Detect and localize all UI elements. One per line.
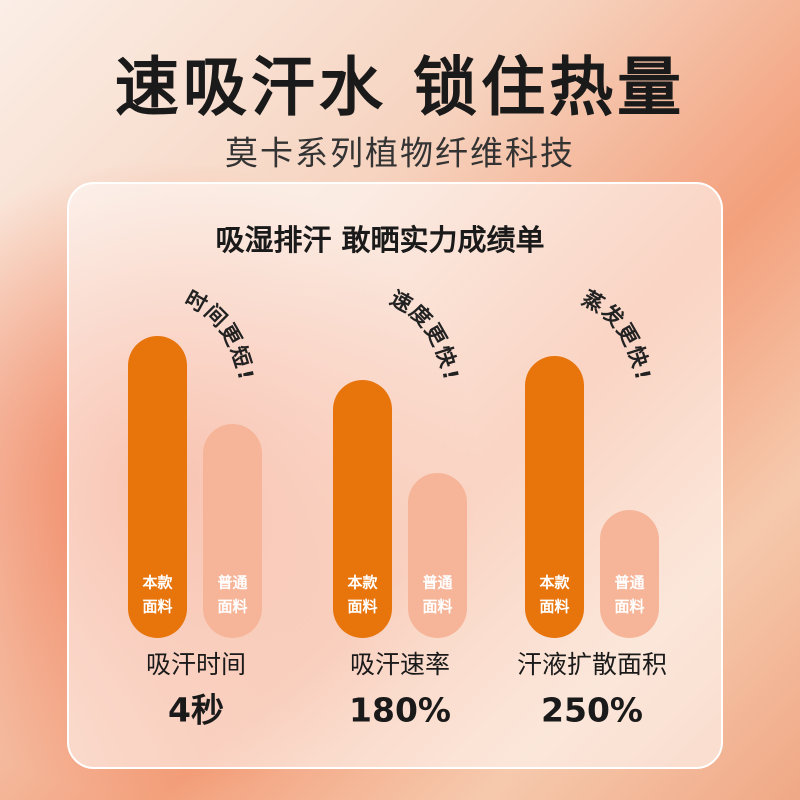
- subtitle: 莫卡系列植物纤维科技: [225, 134, 575, 173]
- bar-ours: [128, 336, 187, 638]
- bar-regular: [203, 424, 262, 638]
- bar-ours: [525, 356, 584, 638]
- bar-label: 面料: [217, 598, 247, 616]
- metric-result: 4秒: [168, 691, 224, 730]
- metric-label: 汗液扩散面积: [517, 650, 667, 679]
- bar-label: 面料: [422, 598, 452, 616]
- bar-label: 本款: [347, 574, 378, 592]
- bar-regular: [600, 510, 659, 638]
- bar-label: 普通: [217, 574, 247, 592]
- panel-heading: 吸湿排汗 敢晒实力成绩单: [215, 223, 544, 257]
- metric-result: 250%: [541, 691, 643, 730]
- metric-result: 180%: [349, 691, 451, 730]
- metric-label: 吸汗时间: [146, 650, 246, 679]
- bar-label: 普通: [614, 574, 644, 592]
- bar-regular: [408, 473, 467, 638]
- bar-label: 本款: [539, 574, 570, 592]
- bar-label: 本款: [142, 574, 173, 592]
- bar-ours: [333, 380, 392, 638]
- bar-label: 面料: [347, 598, 377, 616]
- bar-label: 面料: [539, 598, 569, 616]
- bar-label: 面料: [142, 598, 172, 616]
- title: 速吸汗水 锁住热量: [115, 52, 685, 126]
- bar-label: 面料: [614, 598, 644, 616]
- bar-label: 普通: [422, 574, 452, 592]
- metric-label: 吸汗速率: [350, 650, 450, 679]
